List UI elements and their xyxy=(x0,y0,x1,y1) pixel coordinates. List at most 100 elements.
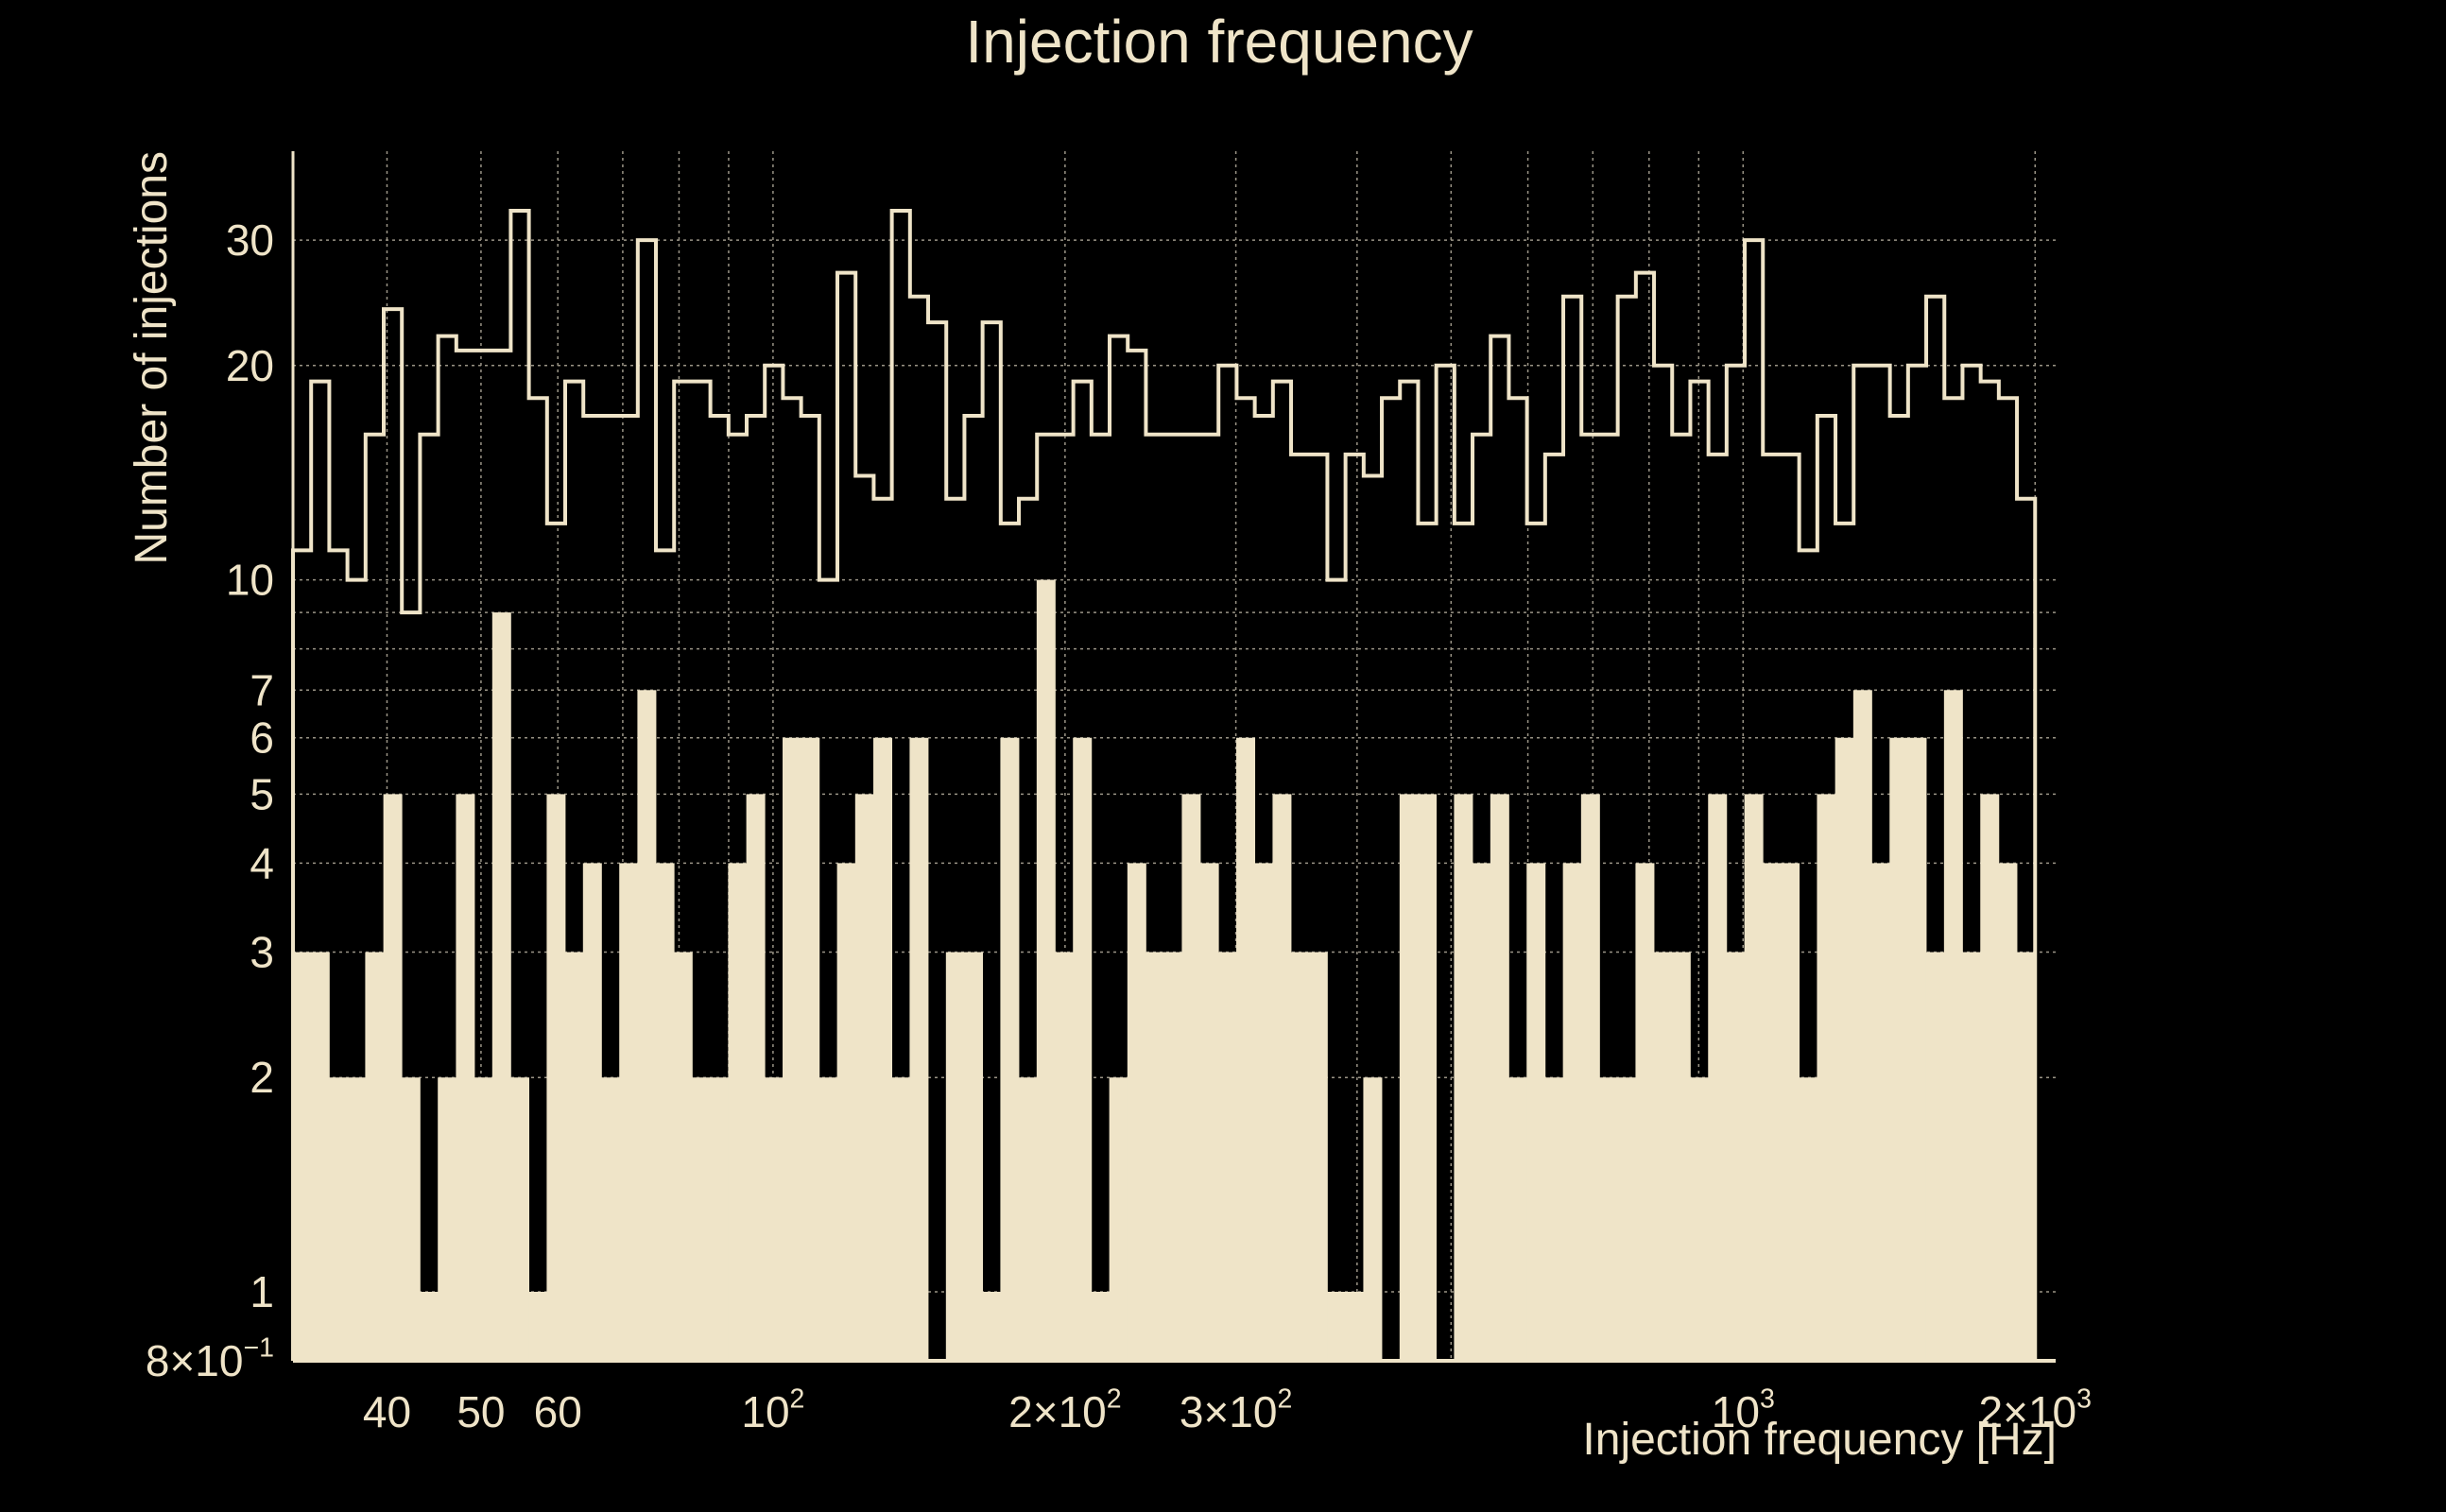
found-bar xyxy=(836,863,856,1361)
found-bar xyxy=(764,1077,784,1361)
found-bar xyxy=(601,1077,621,1361)
x-tick-label: 40 xyxy=(363,1387,411,1436)
found-bar xyxy=(1744,794,1764,1361)
found-bar xyxy=(1962,952,1982,1361)
found-bar xyxy=(528,1291,548,1361)
found-bar xyxy=(1508,1077,1528,1361)
found-bar xyxy=(1055,952,1075,1361)
found-bar xyxy=(1526,863,1546,1361)
found-bar xyxy=(1834,737,1854,1361)
found-bar xyxy=(619,863,639,1361)
found-bar xyxy=(1907,737,1927,1361)
found-bar xyxy=(728,863,748,1361)
found-bar xyxy=(1726,952,1746,1361)
found-bar xyxy=(1290,952,1310,1361)
found-bar xyxy=(1998,863,2018,1361)
found-bar xyxy=(383,794,403,1361)
found-bar xyxy=(1163,952,1183,1361)
y-tick-label: 30 xyxy=(226,215,274,265)
y-tick-label: 8×10−1 xyxy=(146,1332,274,1385)
x-tick-label: 102 xyxy=(741,1383,804,1436)
found-bar xyxy=(1418,794,1438,1361)
found-bar xyxy=(1000,737,1020,1361)
x-tick-label: 3×102 xyxy=(1180,1383,1292,1436)
y-tick-label: 6 xyxy=(250,713,274,763)
found-bar xyxy=(1781,863,1800,1361)
found-bar xyxy=(401,1077,421,1361)
found-bar xyxy=(1943,690,1963,1361)
found-bar xyxy=(1454,794,1473,1361)
found-bar xyxy=(1109,1077,1128,1361)
found-bar xyxy=(1762,863,1782,1361)
found-bar xyxy=(1852,690,1872,1361)
found-bar xyxy=(1308,952,1328,1361)
found-bar xyxy=(292,952,312,1361)
found-bar xyxy=(347,1077,367,1361)
x-axis-label: Injection frequency [Hz] xyxy=(1582,1415,2057,1465)
found-bar xyxy=(1580,794,1600,1361)
found-bar xyxy=(438,1077,457,1361)
x-tick-label: 60 xyxy=(534,1387,582,1436)
y-tick-label: 3 xyxy=(250,928,274,977)
found-bar xyxy=(1399,794,1419,1361)
found-bar xyxy=(564,952,584,1361)
all-injections-step-line xyxy=(291,208,2038,1361)
y-tick-label: 7 xyxy=(250,665,274,714)
x-tick-label: 2×102 xyxy=(1008,1383,1121,1436)
y-tick-label: 4 xyxy=(250,838,274,887)
found-bar xyxy=(546,794,566,1361)
found-bar xyxy=(1544,1077,1564,1361)
found-bar xyxy=(945,952,965,1361)
found-bar xyxy=(1925,952,1945,1361)
found-bar xyxy=(1036,579,1056,1361)
all-injections-series xyxy=(291,208,2038,1361)
y-tick-label: 20 xyxy=(226,341,274,390)
found-bar xyxy=(637,690,657,1361)
found-bar xyxy=(1472,863,1491,1361)
found-bar xyxy=(1671,952,1691,1361)
found-bar xyxy=(310,952,330,1361)
found-bar xyxy=(420,1291,439,1361)
found-bar xyxy=(1708,794,1728,1361)
x-tick-label: 103 xyxy=(1712,1383,1775,1436)
y-axis-label: Number of injections xyxy=(127,151,177,565)
found-bar xyxy=(1980,794,2000,1361)
found-bar xyxy=(365,952,385,1361)
x-tick-label: 50 xyxy=(456,1387,505,1436)
found-bar xyxy=(801,737,820,1361)
y-tick-label: 5 xyxy=(250,769,274,818)
y-tick-label: 2 xyxy=(250,1053,274,1102)
found-bar xyxy=(1690,1077,1710,1361)
found-bar xyxy=(1073,737,1093,1361)
found-bar xyxy=(1617,1077,1637,1361)
found-bar xyxy=(655,863,675,1361)
found-bar xyxy=(1327,1291,1347,1361)
found-bar xyxy=(1236,737,1256,1361)
chart-title: Injection frequency xyxy=(965,8,1473,76)
found-bar xyxy=(2016,952,2036,1361)
found-bar xyxy=(1562,863,1582,1361)
found-bar xyxy=(746,794,766,1361)
found-bar xyxy=(1018,1077,1038,1361)
found-bar xyxy=(1217,952,1237,1361)
found-bar xyxy=(854,794,874,1361)
found-bar xyxy=(909,737,929,1361)
axes xyxy=(291,151,2056,1363)
found-bar xyxy=(1635,863,1655,1361)
x-tick-labels: 40 50 60 102 2×102 3×102 103 2×103 xyxy=(363,1383,2092,1436)
found-bar xyxy=(1871,863,1891,1361)
found-bar xyxy=(783,737,802,1361)
found-bar xyxy=(964,952,984,1361)
y-tick-label: 1 xyxy=(250,1267,274,1316)
found-bar xyxy=(1127,863,1146,1361)
found-bar xyxy=(1490,794,1509,1361)
y-tick-labels: 8×10−1 1 2 3 4 5 67 10 20 30 xyxy=(146,215,274,1385)
found-bar xyxy=(710,1077,730,1361)
found-bar xyxy=(692,1077,712,1361)
found-bar xyxy=(1091,1291,1111,1361)
found-bar xyxy=(329,1077,349,1361)
found-bar xyxy=(1345,1291,1365,1361)
found-bar xyxy=(1254,863,1274,1361)
found-bar xyxy=(1817,794,1836,1361)
